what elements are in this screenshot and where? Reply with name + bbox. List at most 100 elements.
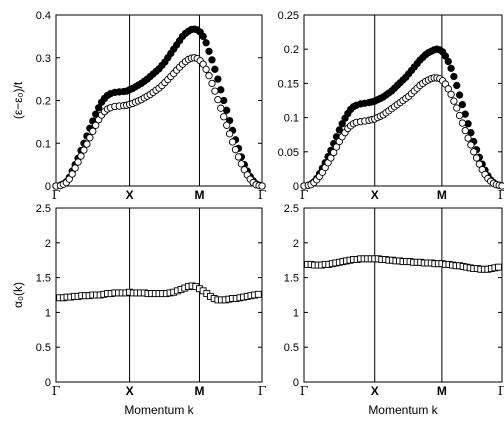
x-tick-label: M xyxy=(194,384,204,398)
y-tick-label: 0 xyxy=(45,181,51,193)
data-point xyxy=(86,134,94,142)
data-point xyxy=(220,96,228,105)
y-tick-label: 0 xyxy=(293,181,299,193)
panel-bottom-left: 0 0.5 1 1.5 2 2.5 Γ X M Γα₀(k) Momentum k xyxy=(11,203,266,417)
x-tick-label: M xyxy=(437,384,447,398)
data-point xyxy=(89,127,97,135)
data-point xyxy=(205,47,213,55)
data-point xyxy=(80,146,88,154)
data-point xyxy=(444,57,452,66)
data-point xyxy=(225,130,234,138)
y-tick-label: 0.5 xyxy=(36,342,51,354)
panel-top-left: 0 0.1 0.2 0.3 0.4 Γ X M Γ (ε−ε₀)/t xyxy=(11,10,266,202)
x-tick-label: Γ xyxy=(498,188,504,202)
y-tick-label: 2.5 xyxy=(36,203,51,215)
data-point xyxy=(92,121,100,129)
x-tick-label: X xyxy=(371,384,379,398)
x-tick-label: Γ xyxy=(300,188,308,202)
y-tick-label: 1.5 xyxy=(36,273,51,285)
data-point xyxy=(214,95,222,104)
y-tick-label: 0.1 xyxy=(284,113,299,125)
data-point xyxy=(447,90,455,98)
data-point xyxy=(211,87,219,95)
plot-frame xyxy=(303,14,503,187)
y-tick-label: 0.2 xyxy=(284,44,299,56)
x-axis-label: Momentum k xyxy=(368,403,438,417)
data-point xyxy=(71,164,79,172)
y-axis-label: (ε−ε₀)/t xyxy=(11,81,25,119)
y-tick-label: 0.3 xyxy=(36,53,51,65)
data-point xyxy=(217,104,225,112)
plot-frame xyxy=(303,207,503,383)
series-open-circle xyxy=(52,54,266,190)
data-point xyxy=(77,152,85,160)
data-point xyxy=(83,140,91,148)
x-tick-label: Γ xyxy=(52,188,60,202)
data-point xyxy=(455,91,464,99)
data-point xyxy=(467,141,475,149)
data-point xyxy=(220,113,228,121)
data-point xyxy=(461,126,469,135)
data-point xyxy=(223,121,231,129)
series-filled-circle xyxy=(52,25,266,190)
y-tick-label: 2 xyxy=(293,238,299,250)
y-tick-label: 1 xyxy=(45,307,51,319)
y-tick-label: 0.2 xyxy=(36,96,51,108)
data-point xyxy=(231,146,240,154)
data-point xyxy=(199,32,207,41)
x-tick-label: M xyxy=(437,188,447,202)
y-tick-label: 2 xyxy=(45,238,51,250)
y-tick-label: 0.25 xyxy=(278,10,299,22)
x-tick-label: X xyxy=(371,188,379,202)
y-tick-label: 0 xyxy=(45,377,51,389)
x-tick-label: X xyxy=(126,384,134,398)
data-point xyxy=(237,160,246,168)
data-point xyxy=(95,104,103,112)
y-tick-label: 1.5 xyxy=(284,273,299,285)
x-axis-label: Momentum k xyxy=(124,403,194,417)
data-point xyxy=(453,104,461,112)
data-point xyxy=(211,65,219,73)
y-tick-label: 0.5 xyxy=(284,342,299,354)
y-tick-label: 1 xyxy=(293,307,299,319)
data-point xyxy=(208,79,216,88)
y-tick-label: 0.4 xyxy=(36,10,51,22)
data-point xyxy=(202,65,210,73)
y-tick-label: 2.5 xyxy=(284,203,299,215)
data-point xyxy=(450,72,458,81)
data-point xyxy=(472,154,481,162)
data-point xyxy=(202,39,210,47)
y-tick-label: 0.05 xyxy=(278,147,299,159)
y-tick-label: 0.15 xyxy=(278,78,299,90)
data-point xyxy=(68,170,76,178)
data-point xyxy=(335,126,344,134)
x-tick-label: Γ xyxy=(498,384,504,398)
x-tick-label: Γ xyxy=(258,384,266,398)
plot-frame xyxy=(55,14,263,187)
series-open-square xyxy=(56,282,262,304)
series-open-square xyxy=(304,255,502,273)
x-tick-label: Γ xyxy=(300,384,308,398)
data-point xyxy=(450,97,458,105)
data-point xyxy=(254,290,262,298)
panel-top-right: 0 0.05 0.1 0.15 0.2 0.25 Γ X M Γ xyxy=(278,10,504,202)
data-point xyxy=(495,263,502,271)
series-open-circle xyxy=(300,74,504,190)
data-point xyxy=(455,111,464,120)
series-filled-circle xyxy=(300,45,504,190)
y-axis-label: α₀(k) xyxy=(11,282,25,308)
x-tick-label: Γ xyxy=(258,188,266,202)
data-point xyxy=(447,64,455,73)
data-point xyxy=(205,72,213,80)
data-point xyxy=(214,75,222,83)
x-tick-label: X xyxy=(126,188,134,202)
data-point xyxy=(217,86,225,94)
data-point xyxy=(458,100,467,109)
y-tick-label: 0.1 xyxy=(36,138,51,150)
data-point xyxy=(228,138,237,146)
data-point xyxy=(498,182,504,190)
plot-frame xyxy=(55,207,263,383)
data-point xyxy=(464,134,472,142)
x-tick-label: Γ xyxy=(52,384,60,398)
